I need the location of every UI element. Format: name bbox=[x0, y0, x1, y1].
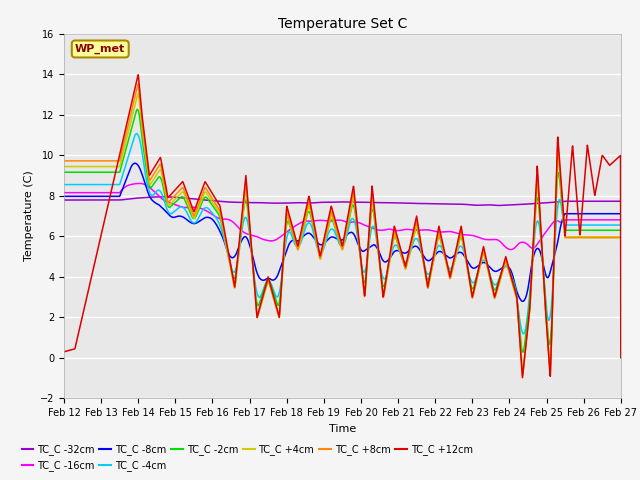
TC_C -32cm bbox=[499, 203, 507, 208]
TC_C -32cm bbox=[316, 200, 324, 205]
TC_C +12cm bbox=[316, 253, 324, 259]
TC_C -8cm bbox=[60, 193, 68, 199]
TC_C -8cm bbox=[601, 211, 609, 216]
TC_C -16cm bbox=[331, 217, 339, 223]
Line: TC_C -16cm: TC_C -16cm bbox=[64, 183, 621, 250]
TC_C +12cm bbox=[518, 375, 526, 381]
TC_C +4cm bbox=[60, 164, 68, 169]
TC_C -8cm bbox=[602, 211, 609, 216]
TC_C -2cm bbox=[88, 169, 96, 175]
TC_C -16cm bbox=[499, 241, 506, 247]
TC_C -32cm bbox=[60, 197, 68, 203]
TC_C -2cm bbox=[617, 228, 625, 233]
TC_C -16cm bbox=[88, 190, 96, 195]
TC_C +12cm bbox=[331, 216, 339, 222]
TC_C -8cm bbox=[519, 299, 527, 304]
TC_C -16cm bbox=[507, 247, 515, 252]
TC_C -4cm bbox=[316, 250, 324, 256]
Line: TC_C +8cm: TC_C +8cm bbox=[64, 84, 621, 375]
Legend: TC_C -32cm, TC_C -16cm, TC_C -8cm, TC_C -4cm, TC_C -2cm, TC_C +4cm, TC_C +8cm, T: TC_C -32cm, TC_C -16cm, TC_C -8cm, TC_C … bbox=[18, 441, 477, 475]
Line: TC_C +4cm: TC_C +4cm bbox=[64, 94, 621, 370]
TC_C -8cm bbox=[131, 160, 139, 166]
TC_C -2cm bbox=[331, 225, 339, 230]
Line: TC_C -8cm: TC_C -8cm bbox=[64, 163, 621, 301]
TC_C +8cm bbox=[316, 256, 324, 262]
TC_C +4cm bbox=[602, 234, 609, 240]
TC_C -8cm bbox=[331, 235, 339, 241]
TC_C -4cm bbox=[602, 222, 609, 228]
TC_C -16cm bbox=[60, 190, 68, 195]
TC_C -4cm bbox=[88, 181, 96, 187]
TC_C +8cm bbox=[602, 235, 609, 240]
TC_C +8cm bbox=[60, 158, 68, 164]
TC_C -4cm bbox=[60, 181, 68, 187]
TC_C -4cm bbox=[331, 230, 339, 236]
TC_C +12cm bbox=[60, 349, 68, 355]
TC_C -4cm bbox=[499, 267, 506, 273]
TC_C -16cm bbox=[136, 180, 144, 186]
TC_C -2cm bbox=[602, 228, 609, 233]
TC_C +8cm bbox=[617, 235, 625, 240]
TC_C +4cm bbox=[601, 234, 609, 240]
TC_C +4cm bbox=[331, 223, 339, 229]
TC_C +12cm bbox=[617, 355, 625, 361]
TC_C -32cm bbox=[617, 198, 625, 204]
TC_C -32cm bbox=[601, 198, 609, 204]
TC_C -32cm bbox=[88, 197, 96, 203]
TC_C +4cm bbox=[617, 234, 625, 240]
Line: TC_C -2cm: TC_C -2cm bbox=[64, 109, 621, 352]
TC_C +12cm bbox=[134, 72, 142, 78]
TC_C -32cm bbox=[602, 198, 609, 204]
TC_C -32cm bbox=[160, 194, 168, 200]
TC_C -16cm bbox=[617, 217, 625, 223]
TC_C -4cm bbox=[601, 222, 609, 228]
TC_C +12cm bbox=[88, 270, 96, 276]
TC_C +4cm bbox=[499, 269, 506, 275]
TC_C +8cm bbox=[518, 372, 526, 378]
Line: TC_C -32cm: TC_C -32cm bbox=[64, 197, 621, 205]
TC_C -32cm bbox=[495, 203, 502, 208]
TC_C -2cm bbox=[133, 107, 141, 112]
TC_C -2cm bbox=[601, 228, 609, 233]
TC_C -2cm bbox=[499, 265, 506, 271]
TC_C -4cm bbox=[133, 131, 141, 136]
TC_C -16cm bbox=[601, 217, 609, 223]
TC_C -4cm bbox=[520, 331, 527, 336]
TC_C -2cm bbox=[519, 349, 527, 355]
TC_C +4cm bbox=[88, 164, 96, 169]
TC_C +12cm bbox=[602, 156, 609, 162]
X-axis label: Time: Time bbox=[329, 424, 356, 433]
TC_C -2cm bbox=[316, 252, 324, 257]
TC_C -8cm bbox=[316, 242, 324, 248]
TC_C +4cm bbox=[519, 367, 527, 372]
Title: Temperature Set C: Temperature Set C bbox=[278, 17, 407, 31]
TC_C +8cm bbox=[499, 268, 506, 274]
TC_C -8cm bbox=[88, 193, 96, 199]
TC_C +4cm bbox=[316, 256, 324, 262]
TC_C +8cm bbox=[88, 158, 96, 164]
TC_C -16cm bbox=[316, 217, 324, 223]
TC_C -4cm bbox=[617, 222, 625, 228]
Line: TC_C +12cm: TC_C +12cm bbox=[64, 75, 621, 378]
TC_C -16cm bbox=[602, 217, 609, 223]
Text: WP_met: WP_met bbox=[75, 44, 125, 54]
TC_C +8cm bbox=[601, 235, 609, 240]
TC_C -2cm bbox=[60, 169, 68, 175]
Line: TC_C -4cm: TC_C -4cm bbox=[64, 133, 621, 334]
TC_C -32cm bbox=[331, 199, 339, 205]
TC_C -8cm bbox=[499, 264, 506, 270]
TC_C +4cm bbox=[134, 91, 142, 96]
TC_C +12cm bbox=[601, 156, 609, 162]
Y-axis label: Temperature (C): Temperature (C) bbox=[24, 170, 35, 262]
TC_C -8cm bbox=[617, 211, 625, 216]
TC_C +12cm bbox=[499, 264, 506, 270]
TC_C +8cm bbox=[331, 221, 339, 227]
TC_C +8cm bbox=[134, 81, 142, 87]
